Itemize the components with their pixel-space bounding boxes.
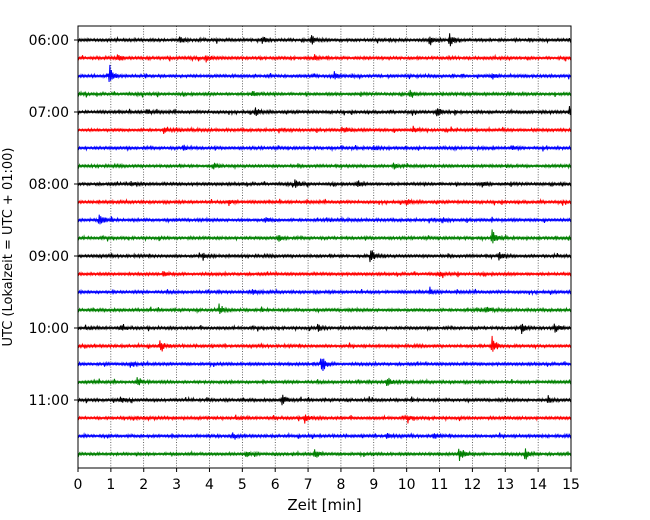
x-tick-label: 14 [529,477,547,493]
x-axis-label: Zeit [min] [287,496,361,514]
x-tick-label: 1 [106,477,115,493]
x-axis-ticks: 0 1 2 3 4 5 6 7 8 9 10 11 12 13 14 15 [74,468,580,493]
x-tick-label: 11 [431,477,449,493]
y-tick-label: 11:00 [29,393,69,409]
seismic-trace-1000 [77,323,572,335]
x-tick-label: 5 [238,477,247,493]
y-tick-label: 07:00 [29,105,69,121]
seismic-trace-0630 [77,64,572,83]
seismic-trace-0700 [77,106,572,117]
x-tick-label: 13 [496,477,514,493]
x-tick-label: 15 [562,477,580,493]
y-axis-label: UTC (Lokalzeit = UTC + 01:00) [1,148,16,347]
y-tick-label: 09:00 [29,249,69,265]
plot-frame [77,25,572,469]
x-tick-label: 10 [398,477,416,493]
x-tick-label: 2 [139,477,148,493]
seismic-trace-1115 [77,414,572,424]
y-tick-label: 08:00 [29,177,69,193]
x-tick-label: 7 [304,477,313,493]
x-tick-label: 12 [463,477,481,493]
seismic-trace-0945 [77,303,572,315]
seismic-trace-0930 [77,286,572,297]
x-tick-label: 4 [205,477,214,493]
y-tick-label: 10:00 [29,321,69,337]
x-tick-label: 3 [172,477,181,493]
vertical-grid [110,26,539,468]
x-tick-label: 0 [74,477,83,493]
x-tick-label: 8 [336,477,345,493]
y-tick-label: 06:00 [29,33,69,49]
seismic-traces [77,33,572,462]
x-tick-label: 6 [271,477,280,493]
x-tick-label: 9 [369,477,378,493]
y-axis-ticks: 06:00 07:00 08:00 09:00 10:00 11:00 [29,33,78,409]
seismic-trace-0845 [77,229,572,244]
seismic-trace-1015 [77,335,572,352]
